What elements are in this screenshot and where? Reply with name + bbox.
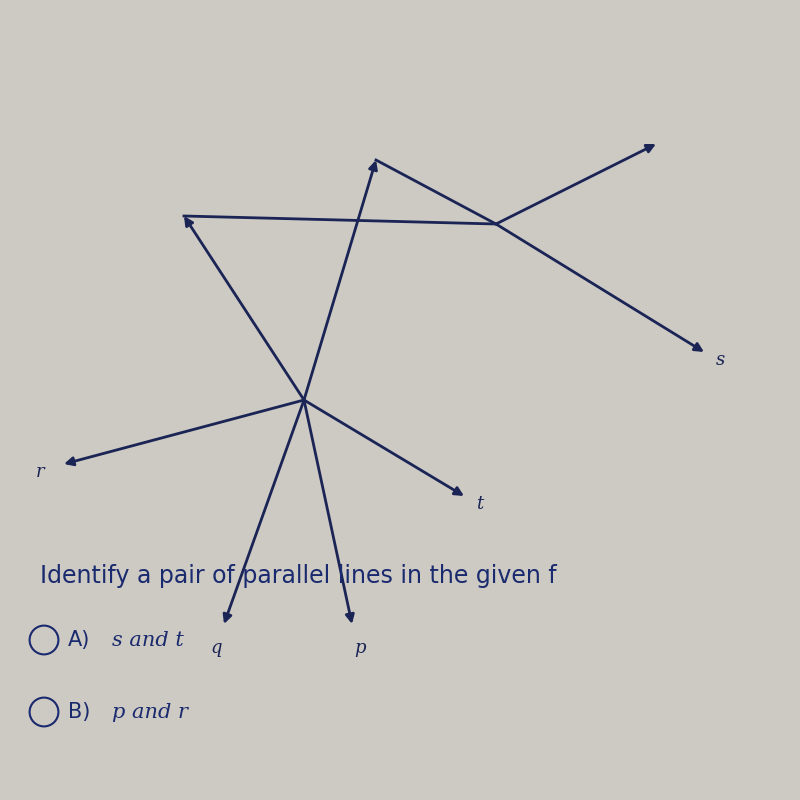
Text: p and r: p and r	[112, 702, 188, 722]
Text: B): B)	[68, 702, 90, 722]
Text: s: s	[715, 351, 725, 369]
Text: s and t: s and t	[112, 630, 184, 650]
Text: q: q	[210, 639, 222, 657]
Text: r: r	[36, 463, 44, 481]
Text: p: p	[354, 639, 366, 657]
Text: A): A)	[68, 630, 90, 650]
Text: Identify a pair of parallel lines in the given f: Identify a pair of parallel lines in the…	[40, 564, 557, 588]
Text: t: t	[476, 495, 484, 513]
